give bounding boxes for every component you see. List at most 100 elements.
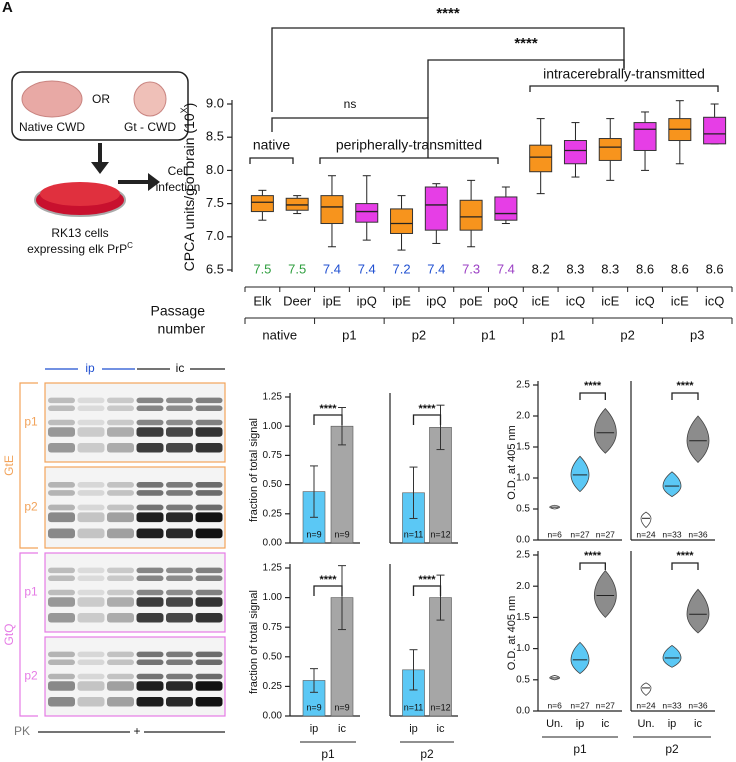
box <box>250 195 274 213</box>
group-label: p1 <box>321 747 335 761</box>
blot-band <box>77 481 105 488</box>
significance: **** <box>676 550 694 562</box>
n-label: n=36 <box>688 529 707 539</box>
blot-band <box>195 419 223 426</box>
y-tick-label: 1.00 <box>263 592 283 603</box>
violin <box>686 588 710 634</box>
blot-band <box>136 681 164 691</box>
blot-band <box>107 405 134 412</box>
blot-band <box>77 697 105 707</box>
y-tick-label: 1.25 <box>263 392 283 403</box>
group-label: native <box>253 137 291 153</box>
comparison-bracket <box>313 585 343 596</box>
violin <box>662 471 682 498</box>
blot-band <box>195 575 223 582</box>
blot-band <box>48 597 75 607</box>
comparison-bracket <box>271 117 429 158</box>
blot-band <box>107 528 134 539</box>
blot-band <box>136 673 164 680</box>
blot-band <box>136 567 164 574</box>
y-tick-label: 2.0 <box>516 411 530 422</box>
blot-band <box>107 397 134 404</box>
n-label: n=24 <box>636 529 655 539</box>
n-label: n=27 <box>596 529 615 539</box>
blot-band <box>77 490 105 496</box>
blot-band <box>136 697 164 707</box>
blot-band <box>166 575 193 582</box>
y-tick-label: 1.00 <box>263 421 283 432</box>
blot-band <box>107 597 134 607</box>
value-label: 8.3 <box>601 261 619 276</box>
blot-band <box>48 697 75 707</box>
n-label: n=9 <box>306 702 321 712</box>
blot-band <box>166 512 193 523</box>
blot-band <box>166 651 193 658</box>
blot-band <box>48 443 75 453</box>
significance: **** <box>676 380 694 392</box>
box <box>459 199 483 231</box>
comparison-bracket <box>579 562 606 570</box>
y-tick-label: 2.5 <box>516 380 530 391</box>
value-label: 8.6 <box>671 261 689 276</box>
blot-band <box>166 397 193 404</box>
blot-band <box>195 567 223 574</box>
y-tick-label: 0.50 <box>263 479 283 490</box>
blot-band <box>166 481 193 488</box>
x-tick-label: Un. <box>637 718 654 730</box>
blot-band <box>166 427 193 437</box>
n-label: n=24 <box>636 700 655 710</box>
comparison-bracket <box>579 392 606 400</box>
blot-band <box>195 397 223 404</box>
blot-band <box>136 575 164 582</box>
significance: **** <box>319 403 337 415</box>
violin <box>640 682 652 696</box>
x-tick-label: ip <box>576 718 585 730</box>
y-tick-label: 8.0 <box>206 162 224 177</box>
n-label: n=9 <box>334 529 349 539</box>
blot-band <box>136 589 164 596</box>
comparison-bracket <box>427 59 625 118</box>
y-tick-label: 9.0 <box>206 95 224 110</box>
y-tick-label: 0.0 <box>516 535 530 546</box>
x-tick-label: icQ <box>635 293 655 308</box>
blot-band <box>195 597 223 607</box>
blot-band <box>48 504 75 511</box>
box <box>320 195 344 225</box>
blot-band <box>77 589 105 596</box>
blot-band <box>195 427 223 437</box>
blot-band <box>48 613 75 623</box>
y-axis-label: CPCA units/g of brain (10X) <box>179 103 196 272</box>
blot-image <box>44 466 226 549</box>
passage-label: native <box>262 327 297 342</box>
y-tick-label: 0.25 <box>263 508 283 519</box>
blot-band <box>136 528 164 539</box>
box <box>285 197 309 211</box>
x-tick-label: icQ <box>566 293 586 308</box>
n-label: n=33 <box>662 529 681 539</box>
x-tick-label: ip <box>409 723 418 735</box>
group-label: GtQ <box>2 623 16 645</box>
value-label: 7.4 <box>497 261 515 276</box>
significance: **** <box>319 574 337 586</box>
y-axis-label: fraction of total signal <box>248 590 260 694</box>
blot-band <box>166 613 193 623</box>
value-label: 7.5 <box>288 261 306 276</box>
blot-band <box>107 651 134 658</box>
blot-band <box>77 659 105 666</box>
lane-label: ic <box>176 361 185 375</box>
blot-band <box>195 697 223 707</box>
blot-band <box>48 659 75 666</box>
lane-label: ip <box>85 361 95 375</box>
group-label: GtE <box>2 455 16 476</box>
blot-band <box>48 405 75 412</box>
x-tick-label: ip <box>310 723 319 735</box>
blot-band <box>48 673 75 680</box>
y-tick-label: 1.5 <box>516 442 530 453</box>
blot-band <box>107 673 134 680</box>
violin <box>593 407 617 454</box>
blot-band <box>166 419 193 426</box>
cells-label: expressing elk PrPC <box>27 241 133 257</box>
n-label: n=27 <box>570 529 589 539</box>
blot-band <box>77 567 105 574</box>
y-tick-label: 2.0 <box>516 581 530 592</box>
